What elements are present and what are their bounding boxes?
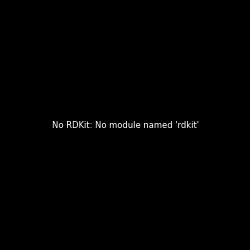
Text: No RDKit: No module named 'rdkit': No RDKit: No module named 'rdkit'	[52, 120, 199, 130]
